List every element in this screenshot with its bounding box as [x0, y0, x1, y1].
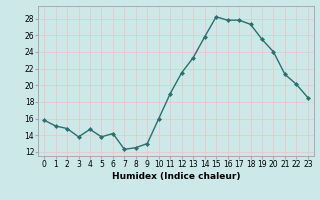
X-axis label: Humidex (Indice chaleur): Humidex (Indice chaleur) — [112, 172, 240, 181]
